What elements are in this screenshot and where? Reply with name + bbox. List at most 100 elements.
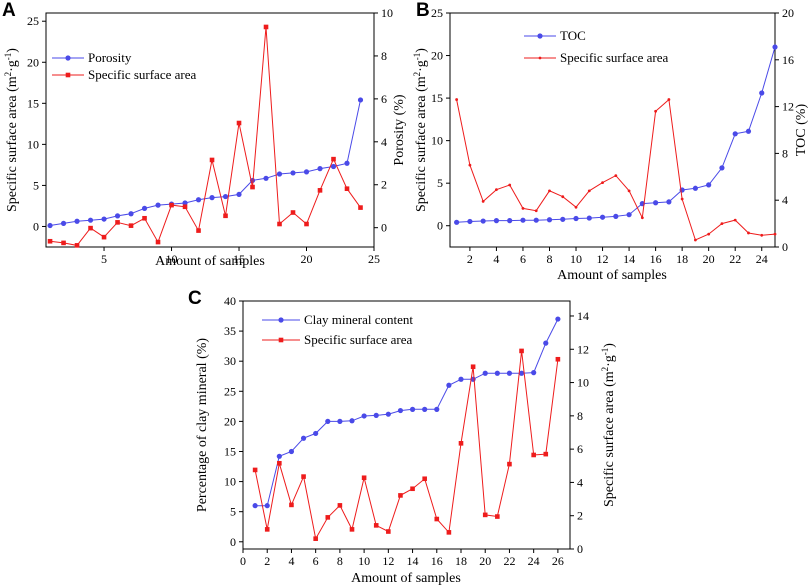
point-toc-b [520, 217, 526, 223]
point-specific-surface-area-c [386, 529, 391, 534]
point-clay-mineral-content-c [409, 406, 416, 412]
point-porosity-a [276, 171, 283, 177]
point-specific-surface-area-b [654, 109, 658, 113]
point-porosity-a [357, 97, 364, 103]
x-tick-label-b: 10 [570, 252, 582, 266]
point-porosity-a [263, 175, 269, 181]
point-specific-surface-area-a [317, 188, 323, 193]
panel-letter-c: C [188, 288, 202, 309]
point-toc-b [467, 218, 473, 225]
point-specific-surface-area-b [534, 209, 538, 213]
x-tick-label-c: 8 [337, 554, 343, 568]
point-porosity-a [128, 211, 134, 217]
legend-marker-specific-surface-area-b [538, 56, 542, 60]
x-tick-label-c: 12 [382, 554, 394, 568]
point-toc-b [546, 217, 553, 223]
point-specific-surface-area-c [264, 527, 270, 532]
point-specific-surface-area-a [250, 184, 255, 190]
point-specific-surface-area-b [561, 195, 565, 199]
y-right-tick-label-a: 2 [381, 178, 387, 192]
x-tick-label-b: 22 [729, 252, 741, 266]
y-left-tick-label-a: 15 [27, 96, 39, 110]
point-specific-surface-area-c [422, 476, 427, 482]
point-porosity-a [141, 205, 148, 211]
point-specific-surface-area-b [773, 232, 777, 236]
point-toc-b [745, 128, 752, 134]
point-clay-mineral-content-c [543, 340, 549, 346]
y-left-tick-label-b: 25 [431, 6, 443, 20]
y-left-tick-label-b: 0 [437, 219, 443, 233]
point-clay-mineral-content-c [373, 412, 379, 418]
point-toc-b [599, 214, 606, 220]
point-specific-surface-area-a [115, 220, 120, 225]
x-tick-label-b: 4 [493, 252, 499, 266]
point-specific-surface-area-a [88, 225, 93, 231]
point-specific-surface-area-a [277, 221, 282, 227]
y-right-tick-label-a: 8 [381, 49, 387, 63]
x-tick-label-b: 12 [597, 252, 609, 266]
series-line-clay-mineral-content-c [255, 318, 559, 507]
panel-b: B2 4 6 8 10 12 14 16 18 20 22 240510152025048121620… [412, 0, 809, 283]
point-clay-mineral-content-c [276, 453, 282, 459]
legend-label-specific-surface-area-a: Specific surface area [88, 67, 196, 82]
point-toc-b [759, 90, 765, 96]
y-left-tick-label-a: 20 [27, 55, 39, 69]
y-right-tick-label-c: 14 [577, 309, 589, 323]
point-porosity-a [47, 222, 53, 229]
point-clay-mineral-content-c [446, 382, 452, 388]
point-specific-surface-area-c [531, 452, 536, 458]
point-specific-surface-area-b [508, 183, 512, 187]
point-toc-b [454, 219, 460, 225]
point-specific-surface-area-a [74, 243, 80, 248]
y-right-tick-label-c: 6 [577, 442, 583, 456]
y-right-tick-label-a: 4 [381, 135, 387, 149]
point-clay-mineral-content-c [385, 411, 391, 417]
point-toc-b [493, 218, 500, 224]
y-left-tick-label-c: 20 [224, 414, 236, 428]
x-tick-label-c: 0 [240, 554, 246, 568]
y-right-tick-label-b: 12 [782, 100, 794, 114]
point-specific-surface-area-b [614, 174, 618, 178]
point-specific-surface-area-b [495, 188, 498, 192]
legend-marker-specific-surface-area-a [65, 72, 71, 78]
point-porosity-a [114, 213, 121, 219]
point-toc-b [692, 185, 699, 191]
point-specific-surface-area-c [543, 451, 549, 457]
point-porosity-a [74, 218, 80, 224]
point-toc-b [772, 44, 778, 50]
point-specific-surface-area-a [155, 239, 161, 245]
x-tick-label-b: 14 [623, 252, 635, 266]
point-clay-mineral-content-c [518, 370, 525, 376]
point-specific-surface-area-c [313, 536, 318, 541]
panel-letter-a: A [2, 0, 16, 21]
point-clay-mineral-content-c [349, 418, 355, 424]
point-specific-surface-area-b [640, 216, 644, 220]
point-porosity-a [101, 216, 107, 222]
point-toc-b [480, 218, 486, 224]
y-right-tick-label-c: 0 [577, 542, 583, 556]
point-clay-mineral-content-c [434, 406, 440, 412]
point-specific-surface-area-c [252, 467, 258, 473]
y-left-tick-label-c: 35 [224, 324, 236, 338]
point-specific-surface-area-a [331, 156, 336, 162]
y-left-tick-label-b: 10 [431, 134, 443, 148]
point-porosity-a [330, 163, 337, 170]
point-specific-surface-area-b [733, 218, 737, 222]
y-left-axis-title-c: Percentage of clay mineral (%) [195, 338, 210, 512]
x-tick-label-c: 2 [264, 554, 270, 568]
y-right-tick-label-c: 12 [577, 342, 589, 356]
y-left-tick-label-c: 40 [224, 294, 236, 308]
point-toc-b [533, 217, 539, 223]
point-specific-surface-area-b [627, 189, 631, 193]
point-specific-surface-area-b [574, 205, 578, 209]
point-specific-surface-area-a [290, 210, 296, 215]
x-tick-label-c: 18 [455, 554, 467, 568]
x-tick-label-b: 6 [520, 252, 526, 266]
x-tick-label-c: 22 [503, 554, 515, 568]
point-toc-b [706, 182, 712, 188]
point-specific-surface-area-b [481, 199, 485, 203]
y-left-tick-label-b: 15 [431, 91, 443, 105]
y-right-tick-label-a: 0 [381, 221, 387, 235]
point-clay-mineral-content-c [458, 376, 464, 382]
